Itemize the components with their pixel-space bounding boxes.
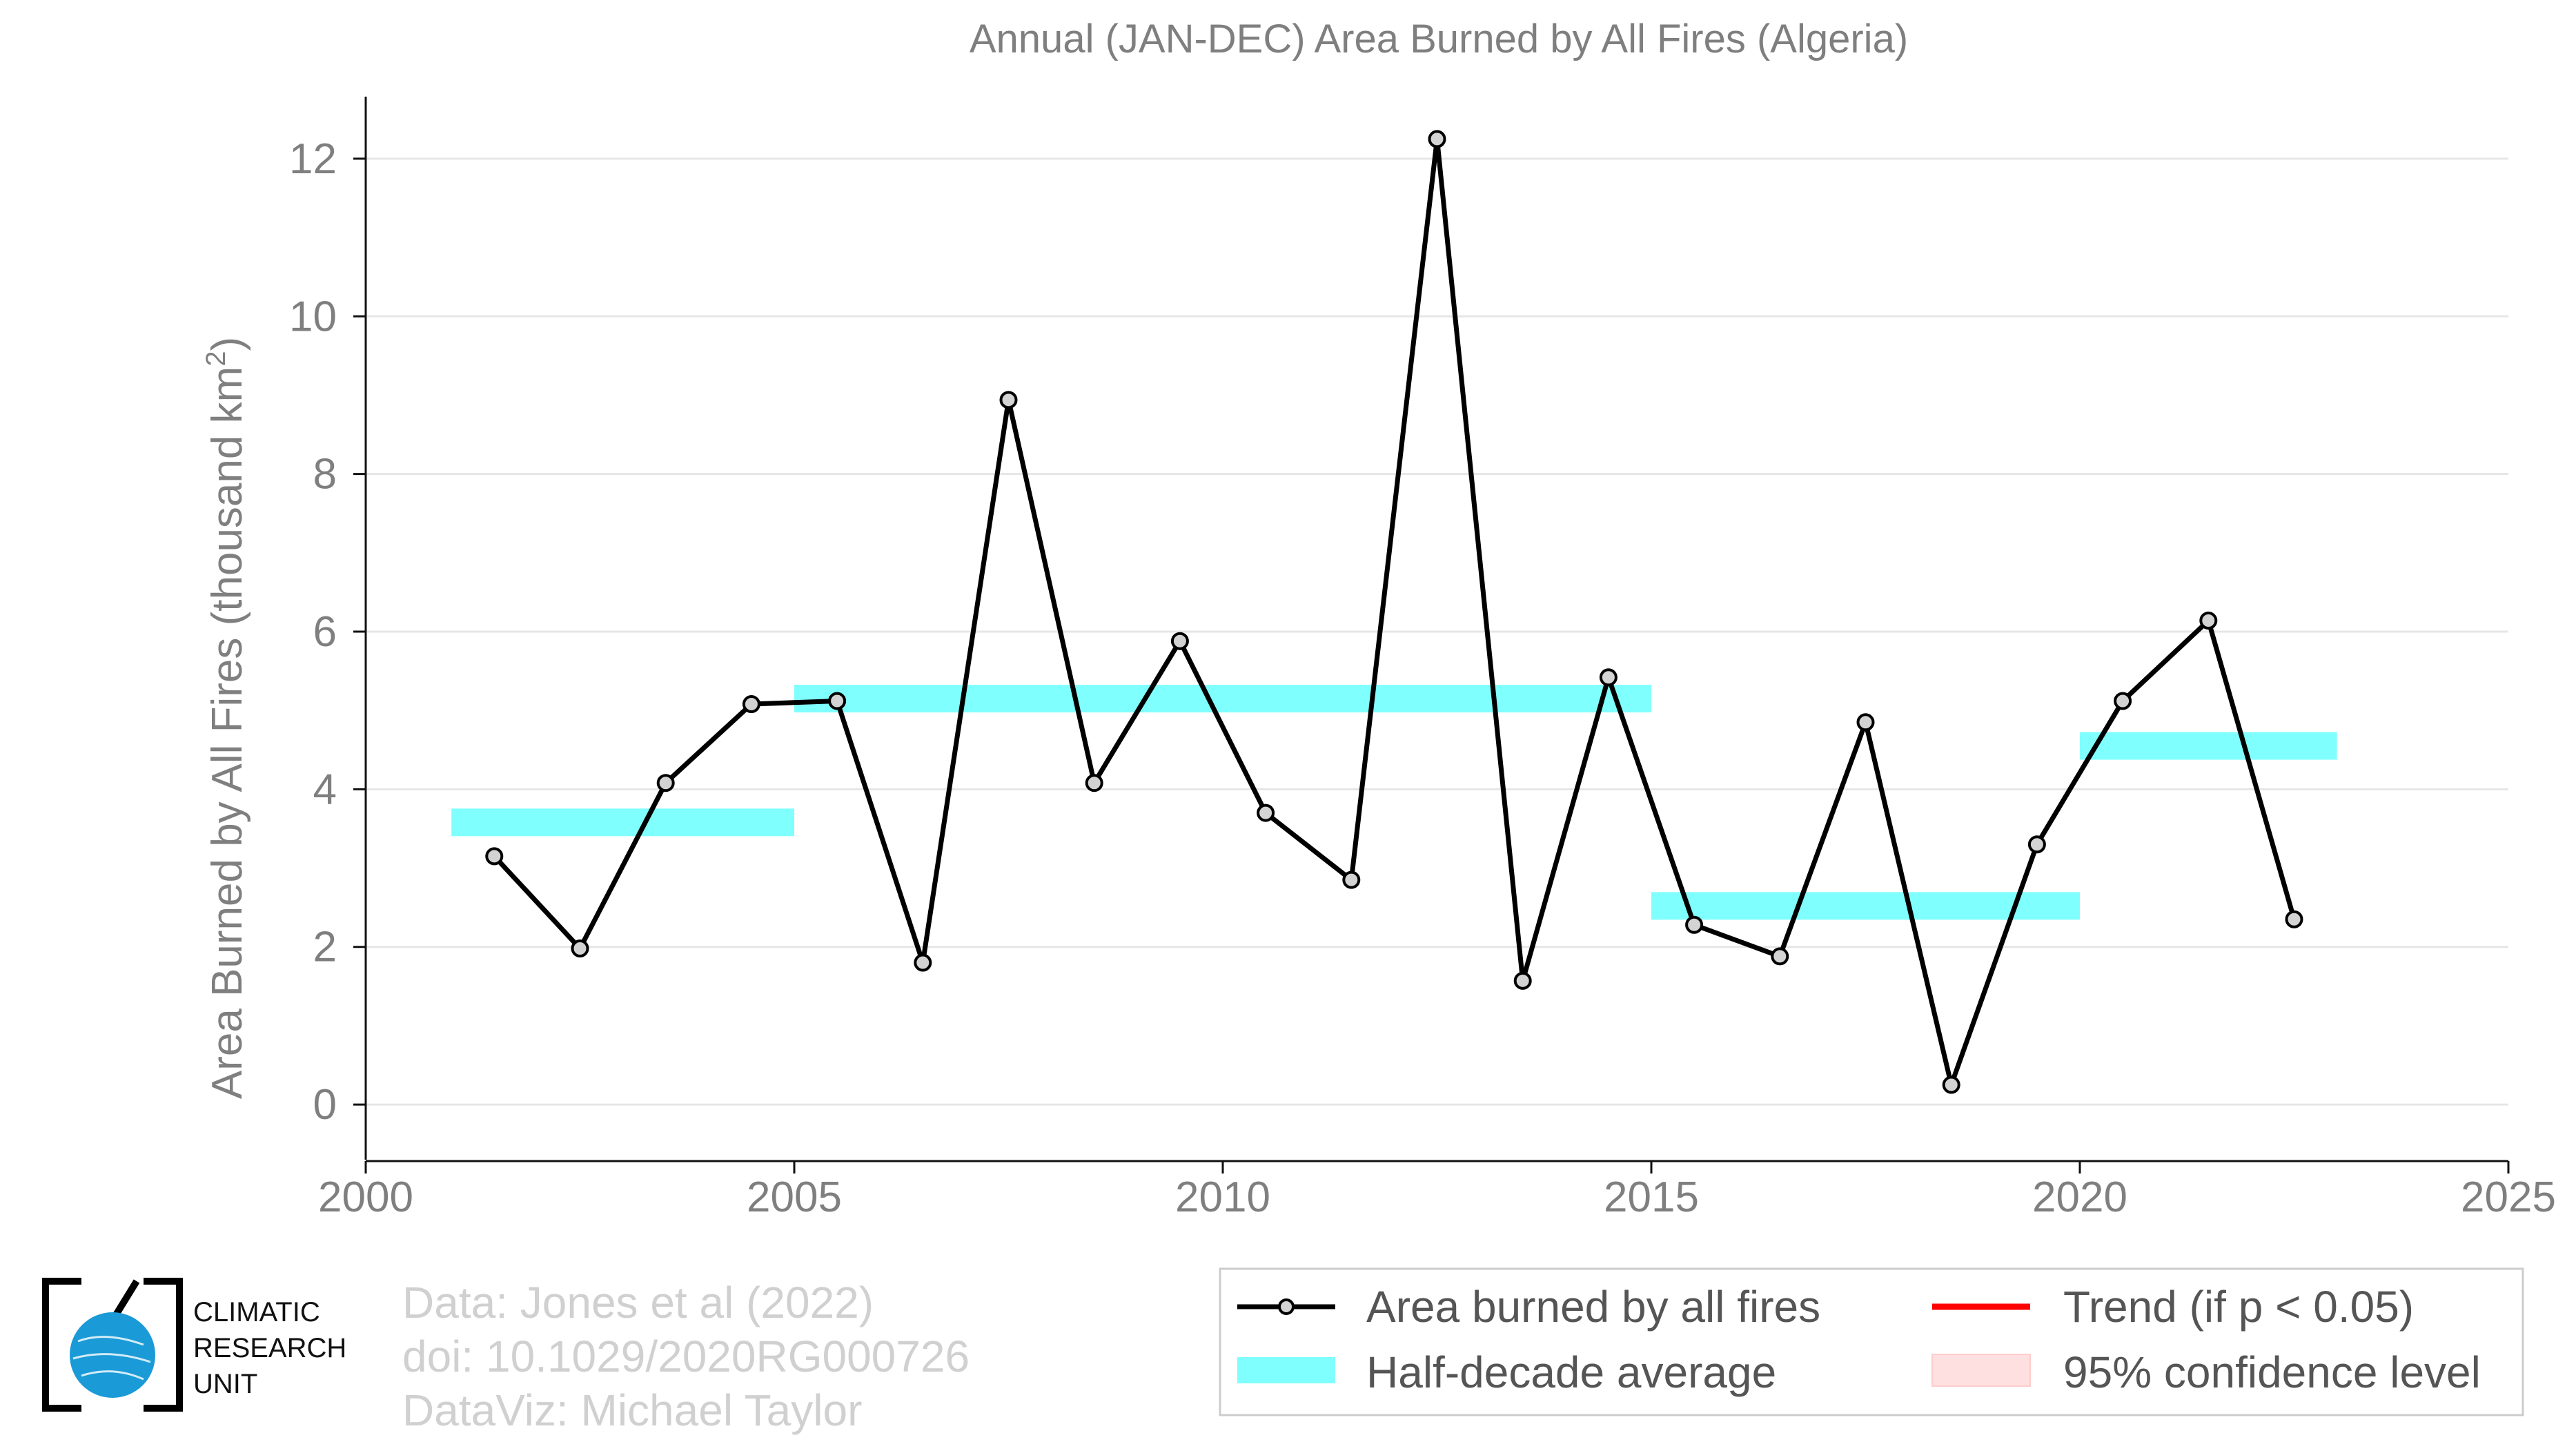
legend-frame: [1219, 1267, 2524, 1416]
gridlines: [366, 157, 2508, 1106]
logo-text-line1: CLIMATIC: [193, 1297, 320, 1327]
legend-label-area: Area burned by all fires: [1366, 1282, 1820, 1332]
data-point-3: [742, 695, 760, 714]
credits-dataviz: DataViz: Michael Taylor: [402, 1385, 863, 1435]
data-point-9: [1257, 804, 1275, 822]
data-point-10: [1342, 870, 1361, 889]
data-point-6: [999, 391, 1018, 409]
y-tick-labels: 0 2 4 6 8 10 12: [289, 135, 366, 1129]
y-tick-label-2: 2: [313, 924, 337, 971]
x-tick-label-2025: 2025: [2461, 1174, 2556, 1221]
legend: Area burned by all fires Trend (if p < 0…: [1219, 1267, 2524, 1416]
half-decade-band-3: [2080, 732, 2337, 760]
legend-label-average: Half-decade average: [1366, 1347, 1776, 1397]
data-point-18: [2027, 835, 2046, 854]
globe-lines: [72, 1336, 151, 1381]
series-area-burned: [485, 130, 2303, 1094]
x-tick-label-2000: 2000: [318, 1174, 413, 1221]
legend-label-trend: Trend (if p < 0.05): [2063, 1282, 2414, 1332]
y-axis-label-close: ): [204, 337, 251, 351]
half-decade-band-2: [1651, 892, 2080, 920]
data-point-20: [2199, 612, 2218, 630]
data-point-12: [1513, 971, 1532, 990]
y-tick-label-8: 8: [313, 451, 337, 498]
x-tick-label-2015: 2015: [1604, 1174, 1699, 1221]
logo-slash: [111, 1279, 140, 1319]
data-point-4: [828, 692, 847, 710]
data-point-13: [1599, 668, 1618, 687]
half-decade-bands: [451, 685, 2337, 920]
cru-logo: [42, 1278, 183, 1412]
y-tick-label-6: 6: [313, 608, 337, 656]
logo-bracket-left: [42, 1278, 81, 1412]
credits-doi: doi: 10.1029/2020RG000726: [402, 1332, 970, 1381]
logo-bracket-right: [144, 1278, 183, 1412]
x-tick-labels: 2000 2005 2010 2015 2020 2025: [318, 1161, 2556, 1221]
data-point-19: [2114, 692, 2132, 710]
logo-text-line3: UNIT: [193, 1369, 258, 1399]
credits: Data: Jones et al (2022) doi: 10.1029/20…: [402, 1276, 970, 1437]
legend-label-ci: 95% confidence level: [2063, 1347, 2481, 1397]
y-tick-label-12: 12: [289, 135, 337, 183]
data-point-15: [1771, 947, 1789, 966]
data-point-17: [1942, 1075, 1960, 1094]
axes: [364, 97, 2508, 1162]
y-tick-label-4: 4: [313, 766, 337, 813]
series-line: [492, 136, 2297, 1088]
x-tick-label-2010: 2010: [1175, 1174, 1270, 1221]
y-axis-label-sup: 2: [201, 351, 231, 367]
credits-data: Data: Jones et al (2022): [402, 1278, 874, 1327]
x-tick-label-2005: 2005: [747, 1174, 842, 1221]
y-tick-label-0: 0: [313, 1081, 337, 1129]
data-point-16: [1856, 713, 1875, 732]
half-decade-band-1: [794, 685, 1651, 713]
y-axis-label-main: Area Burned by All Fires (thousand km: [204, 367, 251, 1099]
data-point-7: [1085, 774, 1103, 792]
data-point-8: [1170, 632, 1189, 650]
legend-ci-swatch: [1931, 1354, 2031, 1387]
data-point-0: [485, 847, 504, 866]
logo-text-line2: RESEARCH: [193, 1333, 347, 1363]
half-decade-band-0: [451, 808, 794, 837]
data-point-11: [1428, 130, 1446, 148]
y-axis-label: Area Burned by All Fires (thousand km2): [201, 337, 251, 1099]
data-point-21: [2285, 910, 2303, 928]
data-point-14: [1685, 915, 1704, 934]
x-tick-label-2020: 2020: [2032, 1174, 2127, 1221]
legend-marker: [1278, 1298, 1295, 1315]
data-point-5: [914, 953, 932, 972]
data-point-2: [656, 774, 675, 792]
logo-text: CLIMATIC RESEARCH UNIT: [193, 1294, 346, 1402]
y-tick-label-10: 10: [289, 293, 337, 340]
chart-title: Annual (JAN-DEC) Area Burned by All Fire…: [970, 17, 1908, 61]
legend-band-swatch: [1237, 1357, 1335, 1383]
data-point-1: [571, 939, 589, 957]
